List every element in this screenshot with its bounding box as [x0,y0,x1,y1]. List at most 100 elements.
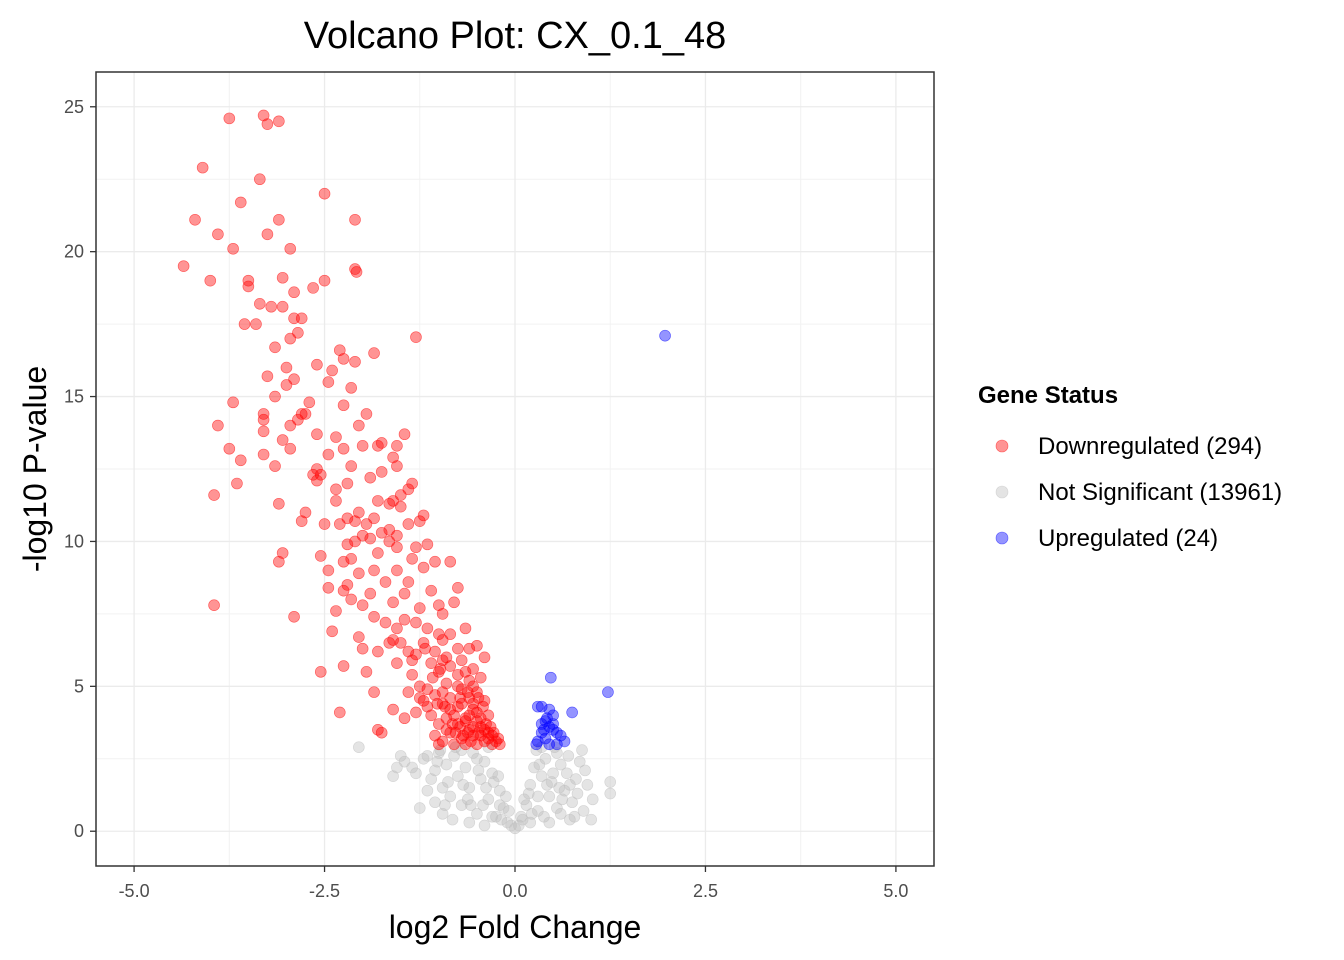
data-point [429,555,441,568]
data-point [387,451,399,464]
data-point [425,773,438,785]
data-point [402,518,415,530]
data-point [543,703,556,716]
data-point [398,587,411,600]
data-point [444,790,457,803]
y-tick-label: 20 [64,242,84,262]
data-point [345,382,358,394]
data-point [269,341,281,354]
data-point [426,671,439,684]
data-point [410,648,422,661]
data-point [375,466,388,478]
data-point [525,808,538,820]
x-tick-label: -2.5 [309,881,340,901]
y-tick-label: 10 [64,531,84,551]
data-point [322,376,335,388]
data-point [345,460,358,472]
data-point [457,729,469,742]
data-point [402,645,415,658]
data-point [474,671,487,684]
data-point [551,738,563,751]
data-point [410,706,422,719]
data-point [429,689,441,701]
data-point [345,593,358,606]
data-point [212,228,224,241]
data-point [227,242,239,255]
data-point [223,112,236,125]
data-point [455,654,468,667]
data-point [586,793,599,806]
data-point [452,582,464,594]
data-point [440,651,453,664]
data-point [439,799,451,811]
data-point [490,810,502,823]
data-point [379,616,392,629]
data-point [273,115,285,128]
grid-lines [96,72,934,866]
data-point [457,779,469,791]
data-point [419,642,431,655]
y-tick-label: 25 [64,97,84,117]
data-point [440,758,453,771]
data-point [474,773,487,785]
data-point [463,816,476,829]
x-tick-label: 5.0 [883,881,908,901]
data-point [349,515,361,527]
data-point [562,750,575,762]
data-point [322,564,335,577]
data-point [387,634,399,646]
data-point [189,213,201,226]
data-point [257,109,270,122]
data-point [356,642,369,655]
data-point [431,755,444,768]
data-point [444,703,457,716]
data-point [429,796,441,809]
data-point [295,408,308,420]
chart-title: Volcano Plot: CX_0.1_48 [304,15,727,57]
data-point [318,274,331,287]
data-point [398,712,411,725]
data-point [543,790,556,803]
data-point [433,628,445,640]
data-point [554,729,567,742]
data-point [364,532,377,545]
y-axis: 0 5 10 15 20 25 [64,97,96,841]
data-point [436,608,449,620]
data-point [353,506,365,519]
data-point [454,721,466,733]
data-point [547,718,559,730]
data-point [402,576,415,588]
data-point [455,799,468,811]
data-point [288,286,300,299]
data-point [452,668,464,681]
data-point [257,425,270,438]
data-point [471,808,483,820]
data-point [394,637,407,649]
data-point [463,781,476,794]
data-point [452,642,464,655]
data-point [465,799,477,811]
data-point [337,584,350,597]
data-point [330,495,342,507]
data-point [257,413,270,426]
data-point [360,408,373,420]
data-point [503,805,515,817]
data-point [535,700,548,713]
data-point [356,599,369,611]
data-point [368,610,380,623]
data-point [440,677,453,690]
data-point [425,657,438,669]
data-point [585,813,597,826]
data-point [659,329,671,342]
data-point [541,712,553,725]
data-point [322,582,335,594]
data-point [478,651,491,664]
data-point [554,758,567,771]
data-point [257,448,270,461]
data-point [440,724,453,736]
data-point [227,396,239,409]
data-point [333,518,346,530]
data-point [461,793,474,806]
data-point [417,561,430,574]
data-point [307,282,319,294]
